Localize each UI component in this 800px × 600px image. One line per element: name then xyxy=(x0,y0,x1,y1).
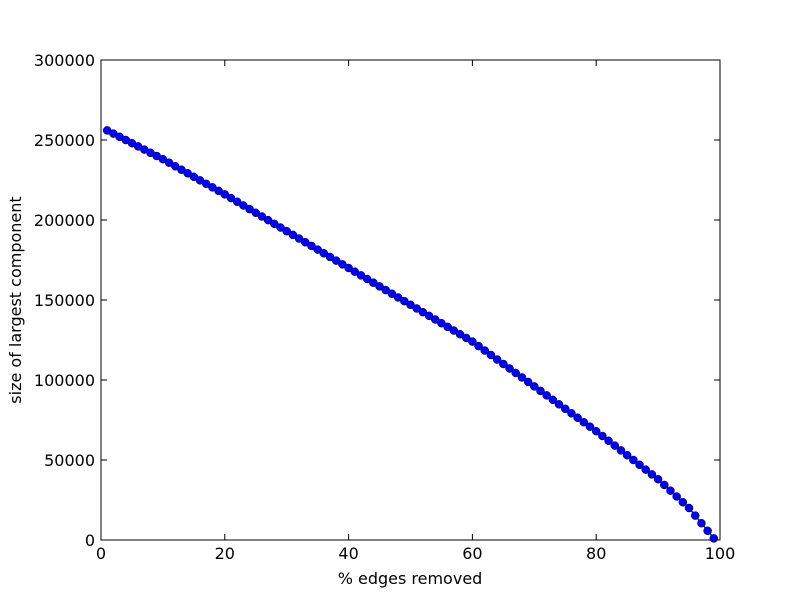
x-tick-label: 20 xyxy=(215,544,235,563)
data-point xyxy=(257,212,267,221)
data-point xyxy=(548,395,558,405)
data-point xyxy=(393,293,403,302)
data-point xyxy=(610,441,620,450)
data-point xyxy=(647,470,657,479)
data-point xyxy=(709,534,719,543)
data-point xyxy=(622,450,632,460)
data-point xyxy=(554,400,564,409)
data-point xyxy=(585,422,595,431)
data-point xyxy=(499,359,508,369)
data-point xyxy=(449,326,459,335)
data-point xyxy=(678,497,688,507)
x-axis-label: % edges removed xyxy=(338,569,483,588)
data-point xyxy=(530,382,539,391)
data-point xyxy=(387,289,397,299)
x-tick-label: 80 xyxy=(586,544,606,563)
x-tick-label: 0 xyxy=(96,544,106,563)
data-point xyxy=(542,391,551,400)
data-point xyxy=(629,455,638,465)
data-point xyxy=(282,226,291,236)
data-point xyxy=(338,260,347,269)
data-point xyxy=(666,486,675,495)
data-point xyxy=(703,526,712,536)
data-point xyxy=(536,386,545,396)
y-tick-label: 300000 xyxy=(34,51,95,70)
data-point xyxy=(344,263,353,273)
data-point xyxy=(288,230,298,240)
data-point xyxy=(294,234,304,243)
data-point xyxy=(251,208,260,218)
data-point xyxy=(486,350,496,360)
data-point xyxy=(660,480,669,490)
data-point xyxy=(523,377,533,387)
data-point xyxy=(567,409,576,418)
data-point xyxy=(369,278,378,287)
data-point xyxy=(362,274,372,284)
data-point xyxy=(431,315,440,324)
data-point xyxy=(307,241,316,251)
data-point xyxy=(301,237,310,247)
data-point xyxy=(505,364,514,373)
data-point xyxy=(641,465,650,474)
data-point xyxy=(424,311,434,321)
data-point xyxy=(220,190,230,199)
data-point xyxy=(474,341,483,351)
data-point xyxy=(461,333,471,343)
data-point xyxy=(672,492,681,501)
y-tick-label: 50000 xyxy=(44,451,95,470)
data-point xyxy=(690,511,700,520)
data-point xyxy=(511,368,520,378)
data-point xyxy=(226,193,236,203)
data-point xyxy=(455,329,465,339)
data-point xyxy=(263,215,273,225)
data-point xyxy=(276,223,285,232)
y-axis-label: size of largest component xyxy=(6,196,25,403)
data-point xyxy=(412,304,421,313)
data-point xyxy=(270,219,279,229)
data-point xyxy=(239,201,248,210)
y-tick-label: 200000 xyxy=(34,211,95,230)
data-point xyxy=(697,518,706,528)
plot-frame xyxy=(100,59,721,541)
data-point xyxy=(437,318,446,328)
data-point xyxy=(653,474,663,484)
data-point xyxy=(331,256,341,265)
data-point xyxy=(684,503,694,513)
data-point xyxy=(561,404,570,414)
data-point xyxy=(381,285,390,295)
data-point xyxy=(591,426,601,436)
data-point xyxy=(313,245,322,254)
data-point xyxy=(635,460,644,470)
x-tick-label: 100 xyxy=(705,544,736,563)
data-point xyxy=(406,300,415,310)
data-point xyxy=(400,296,409,306)
data-point xyxy=(598,431,607,441)
data-point xyxy=(232,197,242,207)
data-point xyxy=(480,346,490,355)
data-point xyxy=(517,373,527,382)
data-point xyxy=(319,249,329,258)
y-tick-label: 150000 xyxy=(34,291,95,310)
data-point xyxy=(573,413,582,423)
data-point xyxy=(350,267,360,276)
x-tick-label: 60 xyxy=(462,544,482,563)
y-tick-label: 250000 xyxy=(34,131,95,150)
y-tick-label: 100000 xyxy=(34,371,95,390)
data-point xyxy=(604,436,613,446)
data-point xyxy=(325,252,335,262)
data-point xyxy=(443,322,452,332)
x-tick-label: 40 xyxy=(338,544,358,563)
data-point xyxy=(375,282,384,291)
data-point xyxy=(245,204,254,214)
data-point xyxy=(418,307,428,317)
data-point xyxy=(579,417,589,427)
data-point xyxy=(356,271,366,280)
y-tick-label: 0 xyxy=(85,531,95,550)
data-point xyxy=(492,355,502,364)
data-point xyxy=(468,337,477,346)
data-point xyxy=(616,446,626,455)
